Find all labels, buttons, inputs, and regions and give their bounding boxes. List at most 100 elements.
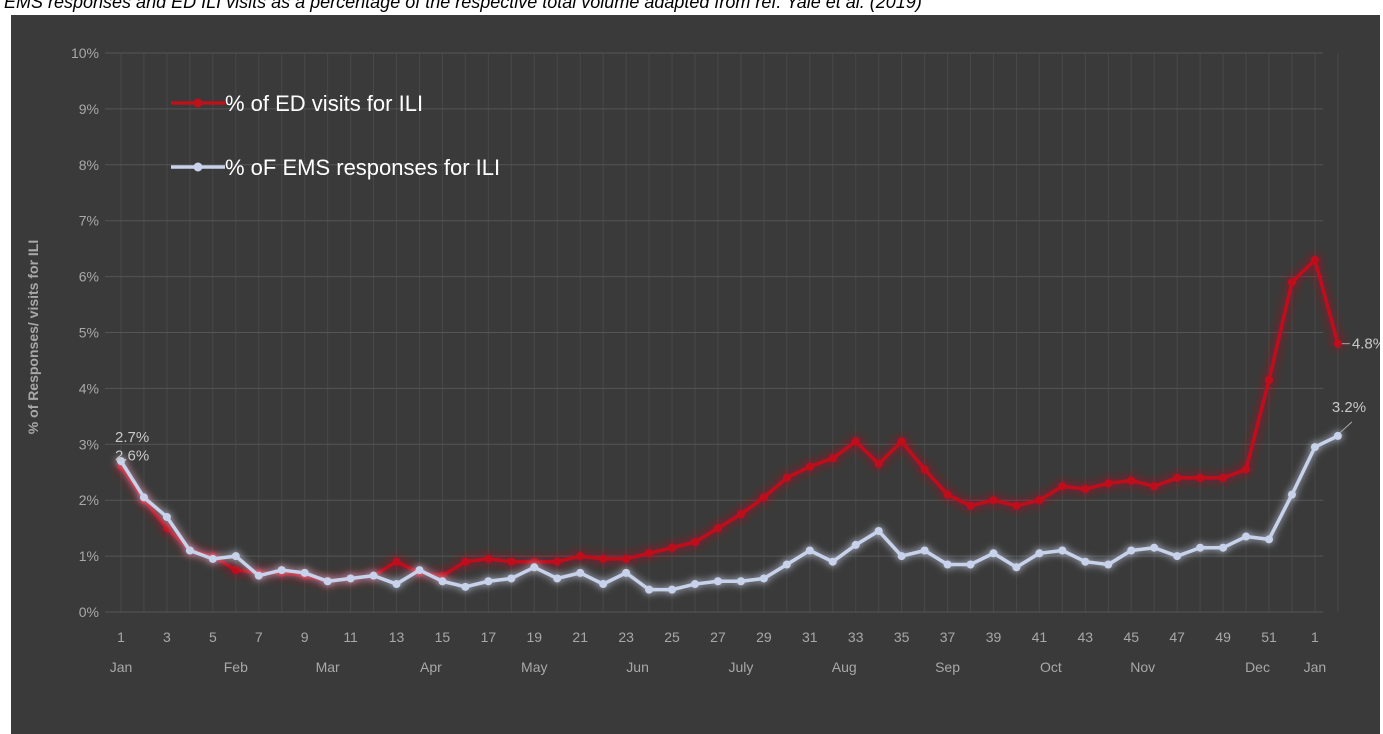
- data-point: [185, 546, 194, 555]
- x-tick-label: 43: [1078, 629, 1094, 645]
- x-tick-label: 9: [301, 629, 309, 645]
- series-line: [119, 434, 1339, 592]
- data-point: [599, 580, 608, 589]
- month-label: May: [521, 659, 547, 675]
- data-point: [415, 566, 424, 575]
- legend-item-ems: % oF EMS responses for ILI: [171, 155, 500, 180]
- y-tick-label: 6%: [79, 269, 99, 285]
- data-point: [736, 510, 745, 519]
- data-point: [1173, 552, 1182, 561]
- y-tick-label: 4%: [79, 380, 99, 396]
- data-point: [139, 493, 148, 502]
- data-point: [920, 546, 929, 555]
- data-point: [530, 563, 539, 572]
- data-point: [507, 557, 516, 566]
- data-point: [323, 577, 332, 586]
- x-tick-label: 49: [1215, 629, 1231, 645]
- x-tick-label: 17: [481, 629, 497, 645]
- data-point: [691, 580, 699, 589]
- data-point: [438, 577, 447, 586]
- x-tick-label: 1: [1311, 629, 1319, 645]
- series-line: [119, 258, 1340, 584]
- month-label: Feb: [224, 659, 248, 675]
- data-point: [231, 552, 240, 561]
- x-axis-ticks: 1 3 5 7 9 11 13 15 17 19 21 23 25 27 29 31 33 35 37 39 41 43 4…: [117, 629, 1319, 645]
- data-point: [254, 571, 263, 580]
- x-tick-label: 31: [802, 629, 818, 645]
- x-tick-label: 35: [894, 629, 910, 645]
- data-point: [1127, 546, 1136, 555]
- x-tick-label: 23: [618, 629, 634, 645]
- data-point: [1081, 557, 1090, 566]
- data-point: [1035, 549, 1044, 558]
- data-point: [1035, 496, 1044, 505]
- data-point: [507, 574, 516, 583]
- data-point: [484, 577, 493, 586]
- legend-swatch-marker: [193, 162, 203, 172]
- data-labels: 2.6% 4.8% 2.7% 3.2%: [115, 336, 1380, 465]
- data-point: [851, 437, 860, 446]
- data-point: [1265, 535, 1273, 544]
- data-point: [1242, 532, 1251, 541]
- month-label: Oct: [1040, 659, 1062, 675]
- month-label: Jan: [1304, 659, 1327, 675]
- data-point: [897, 437, 906, 446]
- y-tick-label: 8%: [79, 157, 99, 173]
- x-tick-label: 41: [1032, 629, 1048, 645]
- data-point: [989, 549, 998, 558]
- data-point: [920, 465, 929, 474]
- x-tick-label: 27: [710, 629, 726, 645]
- data-point: [828, 454, 837, 463]
- data-point: [1287, 490, 1296, 499]
- data-point: [1173, 473, 1182, 482]
- data-point: [576, 568, 585, 577]
- data-point: [392, 557, 401, 566]
- data-point: [576, 552, 585, 561]
- data-point: [1333, 431, 1342, 440]
- data-point: [1196, 543, 1205, 552]
- legend-item-ed: % of ED visits for ILI: [171, 91, 423, 116]
- x-tick-label: 47: [1169, 629, 1185, 645]
- data-point: [691, 538, 699, 547]
- data-point: [530, 557, 539, 566]
- data-point: [1127, 476, 1136, 485]
- data-label: 2.7%: [115, 429, 149, 446]
- data-point: [1058, 482, 1067, 491]
- legend-label: % oF EMS responses for ILI: [225, 155, 500, 180]
- data-point: [1104, 560, 1113, 569]
- month-label: Apr: [420, 659, 442, 675]
- data-point: [759, 574, 768, 583]
- chart-panel: 0% 1% 2% 3% 4% 5% 6% 7% 8% 9% 10% 1 3 5 7 9 11 13 15 17 19 2…: [11, 15, 1380, 734]
- data-point: [461, 582, 470, 591]
- y-tick-label: 3%: [79, 436, 99, 452]
- legend-swatch-marker: [193, 98, 203, 108]
- data-point: [713, 524, 722, 533]
- y-tick-label: 1%: [79, 548, 99, 564]
- x-tick-label: 13: [389, 629, 405, 645]
- data-point: [277, 566, 286, 575]
- y-tick-label: 0%: [79, 604, 99, 620]
- data-point: [966, 501, 975, 510]
- series: [117, 255, 1342, 594]
- month-label: Dec: [1245, 659, 1270, 675]
- data-point: [966, 560, 975, 569]
- data-point: [989, 496, 998, 505]
- data-point: [1310, 443, 1319, 452]
- data-label: 4.8%: [1352, 336, 1380, 353]
- data-point: [1265, 376, 1273, 385]
- data-point: [1219, 543, 1228, 552]
- y-axis-label: % of Responses/ visits for ILI: [25, 240, 41, 435]
- data-point: [943, 560, 952, 569]
- data-point: [300, 568, 309, 577]
- month-label: July: [728, 659, 753, 675]
- month-label: Nov: [1130, 659, 1155, 675]
- data-point: [599, 554, 608, 563]
- data-point: [162, 524, 171, 533]
- data-label-leader: [1339, 421, 1353, 434]
- data-point: [117, 457, 125, 466]
- data-point: [645, 585, 654, 594]
- data-point: [897, 552, 906, 561]
- data-point: [943, 490, 952, 499]
- data-point: [1012, 563, 1021, 572]
- x-tick-label: 19: [526, 629, 542, 645]
